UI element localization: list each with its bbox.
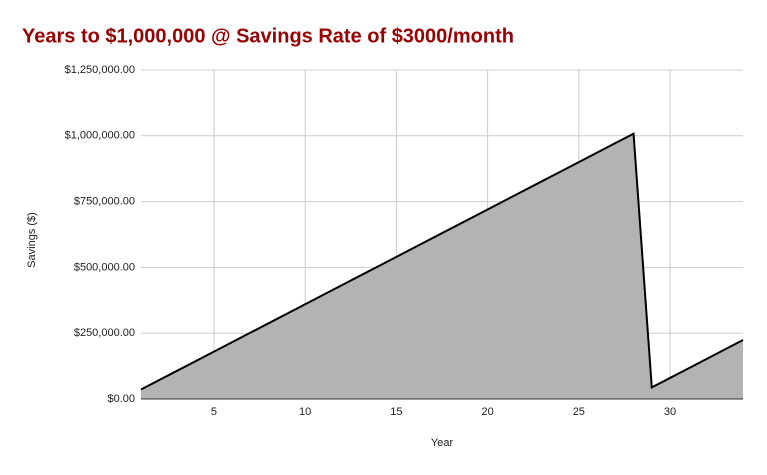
y-axis-label: Savings ($)	[26, 212, 38, 268]
y-tick-label: $1,250,000.00	[65, 64, 135, 76]
y-tick-label: $750,000.00	[74, 196, 135, 208]
chart-title: Years to $1,000,000 @ Savings Rate of $3…	[22, 25, 514, 47]
y-tick-label: $0.00	[107, 393, 135, 405]
area-fill	[141, 133, 743, 399]
area-line	[140, 132, 744, 391]
x-tick-label: 10	[299, 406, 311, 418]
x-tick-label: 30	[664, 406, 676, 418]
x-axis-label: Year	[431, 437, 454, 449]
x-tick-label: 15	[390, 406, 402, 418]
y-tick-label: $500,000.00	[74, 261, 135, 273]
y-tick-label: $250,000.00	[74, 327, 135, 339]
x-tick-label: 25	[573, 406, 585, 418]
x-tick-label: 20	[481, 406, 493, 418]
y-tick-label: $1,000,000.00	[65, 130, 135, 142]
x-tick-label: 5	[211, 406, 217, 418]
